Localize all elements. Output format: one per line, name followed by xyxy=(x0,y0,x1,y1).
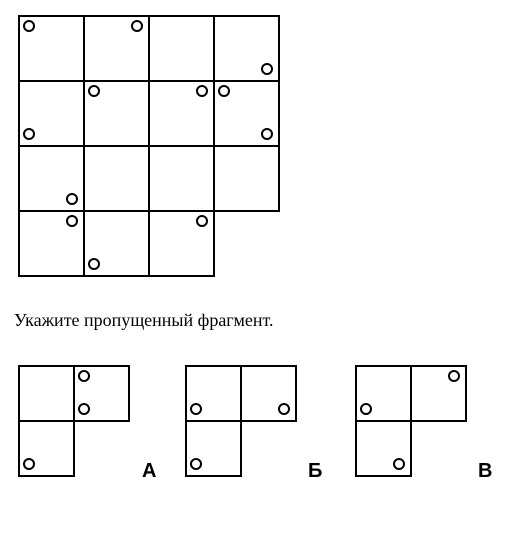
circle-marker xyxy=(190,403,202,415)
circle-marker xyxy=(66,215,78,227)
circle-marker xyxy=(66,193,78,205)
instruction-text: Укажите пропущенный фрагмент. xyxy=(14,310,273,331)
circle-marker xyxy=(23,458,35,470)
circle-marker xyxy=(190,458,202,470)
grid-cell xyxy=(18,365,75,422)
circle-marker xyxy=(218,85,230,97)
circle-marker xyxy=(278,403,290,415)
circle-marker xyxy=(448,370,460,382)
circle-marker xyxy=(23,128,35,140)
option-label-Б: Б xyxy=(308,460,322,483)
circle-marker xyxy=(88,85,100,97)
grid-cell xyxy=(355,420,412,477)
circle-marker xyxy=(78,370,90,382)
circle-marker xyxy=(261,63,273,75)
grid-cell xyxy=(240,365,297,422)
circle-marker xyxy=(88,258,100,270)
grid-cell xyxy=(148,145,215,212)
circle-marker xyxy=(196,85,208,97)
grid-cell xyxy=(213,145,280,212)
option-label-В: В xyxy=(478,460,492,483)
circle-marker xyxy=(23,20,35,32)
grid-cell xyxy=(148,15,215,82)
circle-marker xyxy=(393,458,405,470)
circle-marker xyxy=(196,215,208,227)
circle-marker xyxy=(261,128,273,140)
circle-marker xyxy=(360,403,372,415)
circle-marker xyxy=(78,403,90,415)
circle-marker xyxy=(131,20,143,32)
option-label-А: А xyxy=(142,460,156,483)
